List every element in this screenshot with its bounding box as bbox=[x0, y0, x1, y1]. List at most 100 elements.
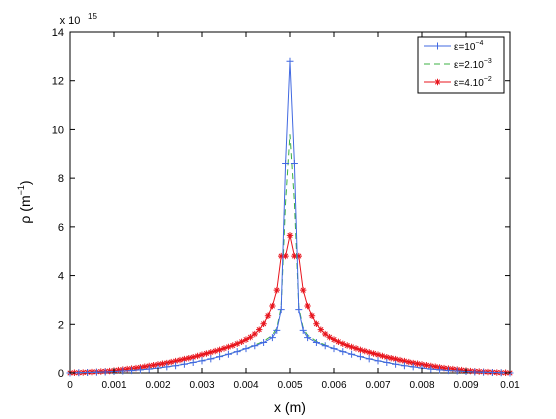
data-point bbox=[264, 312, 272, 319]
data-point bbox=[418, 361, 426, 368]
x-tick-label: 0.009 bbox=[453, 380, 478, 391]
data-point bbox=[339, 340, 346, 347]
data-point bbox=[145, 365, 153, 373]
x-tick-label: 0.008 bbox=[409, 380, 434, 391]
data-point bbox=[440, 364, 448, 372]
data-point bbox=[312, 339, 320, 347]
data-point bbox=[374, 357, 382, 365]
data-point bbox=[159, 360, 166, 367]
data-point bbox=[291, 252, 298, 260]
data-point bbox=[352, 345, 360, 352]
data-point bbox=[172, 357, 179, 365]
y-tick-label: 8 bbox=[58, 173, 64, 185]
data-point bbox=[234, 340, 241, 347]
y-tick-label: 0 bbox=[58, 368, 64, 380]
data-point bbox=[207, 355, 215, 363]
x-tick-label: 0.002 bbox=[145, 380, 170, 391]
x-tick-label: 0.007 bbox=[365, 380, 390, 391]
data-point bbox=[410, 359, 417, 367]
data-point bbox=[370, 350, 377, 357]
data-point bbox=[269, 302, 276, 310]
data-point bbox=[400, 362, 408, 370]
data-point bbox=[260, 339, 268, 347]
data-point bbox=[168, 358, 175, 366]
x-axis-label: x (m) bbox=[274, 399, 306, 415]
data-point bbox=[251, 342, 259, 350]
legend-items: ε=10−4 ε=2.10−3 ε=4.10−2 bbox=[424, 40, 492, 89]
y-scale-base: x 10 bbox=[60, 15, 81, 27]
data-point bbox=[286, 232, 294, 239]
data-point bbox=[453, 367, 461, 375]
x-tick-label: 0.01 bbox=[500, 380, 520, 391]
data-point bbox=[444, 367, 452, 375]
data-point bbox=[233, 348, 241, 356]
data-point bbox=[247, 333, 254, 341]
data-point bbox=[449, 365, 456, 373]
legend-marker bbox=[434, 42, 441, 50]
data-point bbox=[251, 330, 258, 338]
legend-label-exponent: −4 bbox=[475, 40, 483, 47]
data-point bbox=[335, 338, 342, 346]
data-point bbox=[392, 360, 400, 368]
y-axis-label-suffix: ) bbox=[17, 180, 33, 185]
data-point bbox=[299, 326, 307, 334]
data-point bbox=[84, 369, 92, 377]
data-point bbox=[313, 320, 320, 327]
data-point bbox=[458, 366, 465, 374]
x-axis-label-text: x (m) bbox=[274, 399, 306, 415]
data-point bbox=[216, 353, 224, 361]
data-point bbox=[278, 252, 285, 260]
legend-label-exponent: −3 bbox=[484, 58, 492, 65]
data-point bbox=[154, 361, 162, 368]
data-point bbox=[282, 252, 289, 260]
data-point bbox=[476, 368, 483, 375]
data-point bbox=[212, 347, 219, 355]
data-point bbox=[321, 342, 329, 350]
data-point bbox=[101, 368, 109, 376]
data-point bbox=[348, 350, 356, 358]
data-point bbox=[238, 338, 245, 346]
data-point bbox=[229, 342, 236, 349]
data-point bbox=[383, 359, 391, 367]
data-point bbox=[401, 357, 408, 365]
data-point bbox=[75, 369, 83, 377]
data-point bbox=[97, 368, 104, 375]
data-point bbox=[189, 359, 197, 367]
y-tick-label: 10 bbox=[52, 124, 64, 136]
data-point bbox=[317, 326, 324, 333]
data-point bbox=[132, 364, 140, 372]
data-point bbox=[242, 336, 250, 343]
data-point bbox=[203, 350, 210, 357]
y-axis-label-text: ρ (m bbox=[17, 195, 33, 223]
legend-label-text: ε=4.10 bbox=[454, 78, 484, 89]
y-axis-label-exponent: −1 bbox=[16, 185, 26, 195]
data-point bbox=[471, 368, 479, 376]
data-point bbox=[176, 356, 184, 364]
data-point bbox=[357, 346, 364, 354]
data-point bbox=[207, 349, 214, 356]
legend-label-text: ε=2.10 bbox=[454, 60, 484, 71]
ticks-layer: 0 0.001 0.002 0.003 0.004 0.005 0.006 0.007 0.00… bbox=[52, 27, 520, 391]
data-point bbox=[344, 342, 351, 349]
legend-label: ε=4.10−2 bbox=[454, 76, 492, 89]
data-point bbox=[216, 346, 223, 354]
data-point bbox=[379, 352, 386, 360]
legend-item: ε=2.10−3 bbox=[424, 58, 492, 71]
data-point bbox=[181, 355, 188, 363]
data-point bbox=[273, 286, 280, 294]
data-point bbox=[242, 345, 250, 353]
data-point bbox=[295, 252, 302, 260]
x-tick-label: 0.004 bbox=[233, 380, 258, 391]
y-tick-label: 2 bbox=[58, 319, 64, 331]
y-tick-label: 14 bbox=[52, 27, 64, 39]
data-point bbox=[290, 160, 298, 168]
data-point bbox=[224, 350, 232, 358]
data-point bbox=[374, 351, 382, 358]
data-point bbox=[136, 366, 144, 374]
data-point bbox=[225, 343, 232, 351]
data-point bbox=[409, 363, 417, 371]
legend-label: ε=2.10−3 bbox=[454, 58, 492, 71]
data-point bbox=[436, 366, 444, 374]
y-scale-exponent: 15 bbox=[88, 12, 97, 21]
